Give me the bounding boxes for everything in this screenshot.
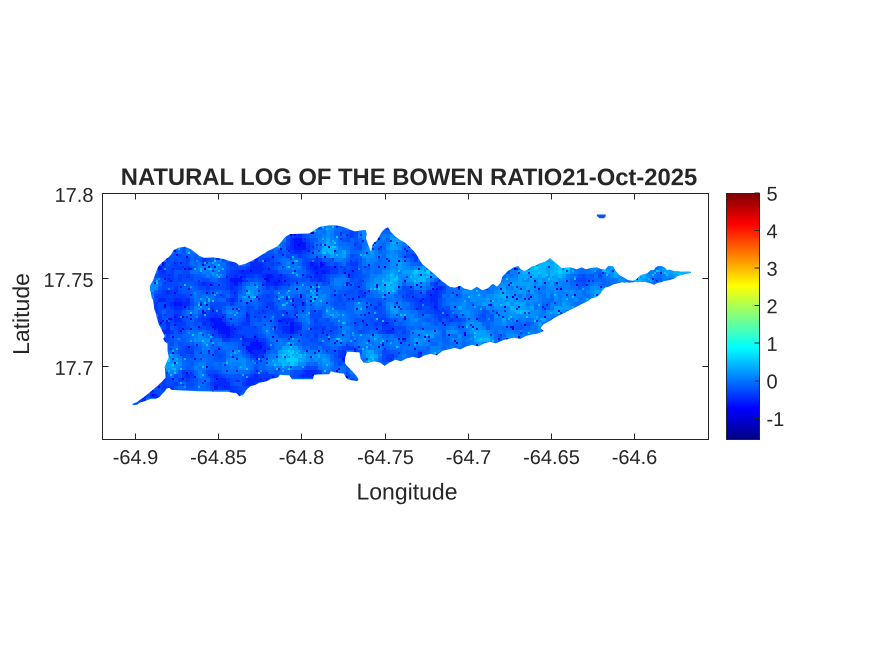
svg-text:2: 2 (766, 296, 777, 318)
svg-text:NATURAL LOG OF THE BOWEN RATIO: NATURAL LOG OF THE BOWEN RATIO21-Oct-202… (121, 164, 697, 191)
svg-text:-64.85: -64.85 (190, 447, 247, 469)
svg-text:-64.75: -64.75 (357, 447, 414, 469)
svg-text:-64.9: -64.9 (113, 447, 159, 469)
svg-text:-64.6: -64.6 (612, 447, 658, 469)
svg-text:0: 0 (766, 371, 777, 393)
svg-text:4: 4 (766, 221, 777, 243)
svg-text:Latitude: Latitude (8, 273, 34, 355)
svg-text:1: 1 (766, 334, 777, 356)
svg-text:5: 5 (766, 184, 777, 206)
svg-text:-1: -1 (766, 409, 784, 431)
svg-text:17.75: 17.75 (43, 270, 93, 292)
svg-text:Longitude: Longitude (356, 478, 457, 504)
svg-text:-64.7: -64.7 (446, 447, 492, 469)
svg-text:17.8: 17.8 (55, 185, 94, 207)
svg-text:17.7: 17.7 (55, 358, 94, 380)
svg-text:-64.8: -64.8 (279, 447, 325, 469)
svg-text:-64.65: -64.65 (523, 447, 580, 469)
svg-text:3: 3 (766, 259, 777, 281)
